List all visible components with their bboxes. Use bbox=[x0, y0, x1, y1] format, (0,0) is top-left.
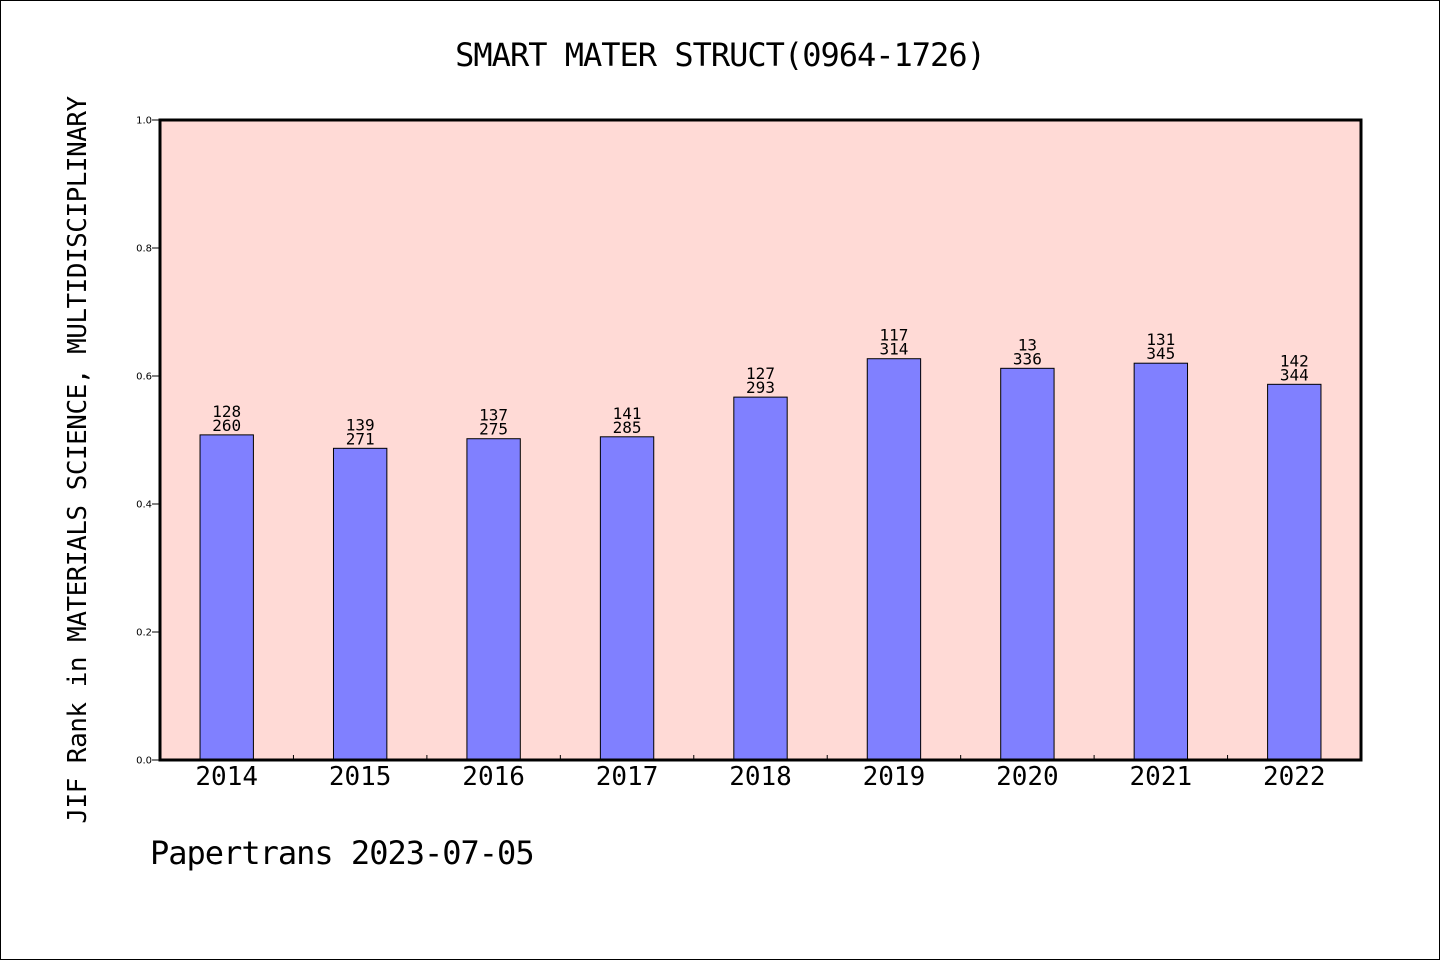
y-tick-label: 0.2 bbox=[136, 628, 152, 639]
y-tick-label: 0.6 bbox=[136, 372, 152, 383]
bar-total-label: 345 bbox=[1146, 344, 1175, 363]
bar-total-label: 336 bbox=[1013, 349, 1042, 368]
x-tick-label: 2015 bbox=[329, 762, 392, 792]
bar-total-label: 314 bbox=[879, 340, 908, 359]
bar-rank-label: 139 bbox=[346, 415, 375, 434]
bar-rank-label: 13 bbox=[1018, 335, 1037, 354]
bar-total-label: 344 bbox=[1280, 365, 1309, 384]
bar-2021 bbox=[1133, 362, 1189, 761]
bar-total-label: 275 bbox=[479, 420, 508, 439]
bar-total-label: 285 bbox=[613, 418, 642, 437]
bar-2014 bbox=[199, 434, 254, 761]
bar-rank-label: 137 bbox=[479, 406, 508, 425]
chart-title: SMART MATER STRUCT(0964-1726) bbox=[455, 36, 986, 74]
plot-border bbox=[158, 118, 1363, 762]
bar-rank-label: 142 bbox=[1280, 351, 1309, 370]
bar-rank-label: 117 bbox=[879, 326, 908, 345]
bar-rank-label: 127 bbox=[746, 364, 775, 383]
x-tick-label: 2022 bbox=[1263, 762, 1326, 792]
bar-total-label: 293 bbox=[746, 378, 775, 397]
footer-credit: Papertrans 2023-07-05 bbox=[150, 834, 535, 872]
bar-2018 bbox=[733, 396, 788, 761]
y-tick-label: 0.8 bbox=[136, 244, 152, 255]
bar-2020 bbox=[1000, 367, 1055, 761]
bar-rank-label: 131 bbox=[1146, 330, 1175, 349]
y-tick-label: 0.0 bbox=[136, 756, 152, 767]
bar-rank-label: 141 bbox=[613, 404, 642, 423]
bar-2016 bbox=[466, 438, 521, 761]
x-tick-label: 2017 bbox=[596, 762, 659, 792]
bar-2015 bbox=[332, 447, 388, 761]
bar-total-label: 260 bbox=[212, 416, 241, 435]
y-tick-label: 1.0 bbox=[136, 116, 152, 127]
x-tick-label: 2021 bbox=[1130, 762, 1193, 792]
x-tick-label: 2020 bbox=[996, 762, 1059, 792]
x-tick-label: 2014 bbox=[195, 762, 258, 792]
bar-total-label: 271 bbox=[346, 429, 375, 448]
x-tick-label: 2018 bbox=[729, 762, 792, 792]
bar-rank-label: 128 bbox=[212, 402, 241, 421]
y-tick-label: 0.4 bbox=[136, 500, 152, 511]
bar-2022 bbox=[1267, 383, 1322, 761]
x-tick-label: 2016 bbox=[462, 762, 525, 792]
x-tick-label: 2019 bbox=[863, 762, 926, 792]
bar-2017 bbox=[599, 436, 655, 761]
bar-2019 bbox=[866, 358, 922, 761]
